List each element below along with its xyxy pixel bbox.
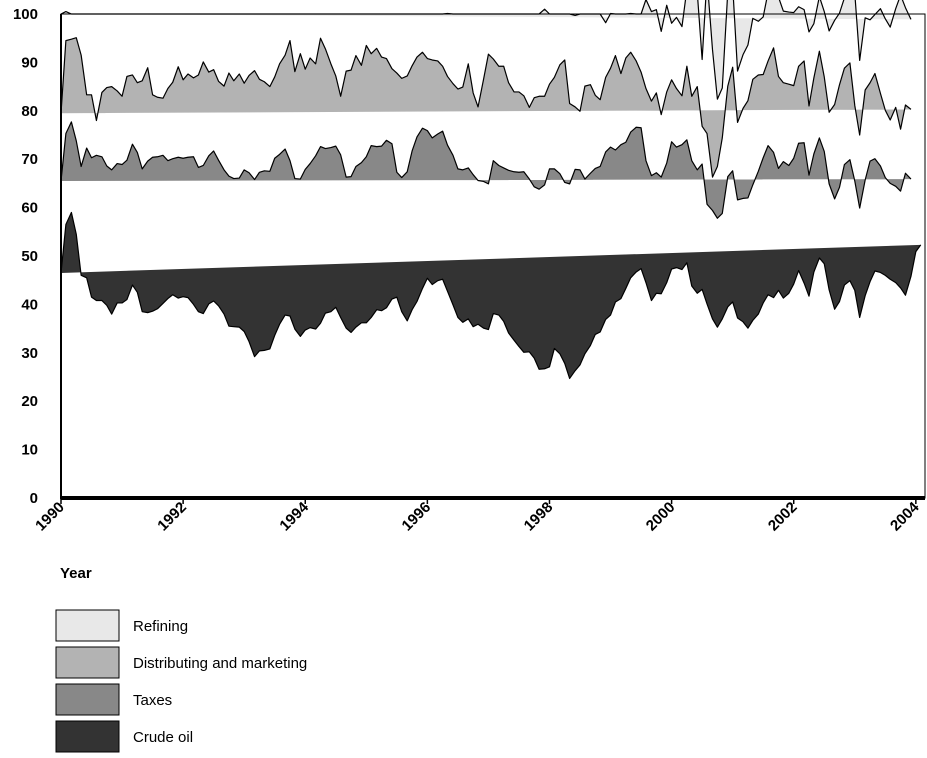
- x-tick-label: 1994: [276, 498, 312, 534]
- y-tick-label: 80: [21, 103, 38, 120]
- legend-swatch: [55, 720, 120, 753]
- x-axis-ticks: 1990 1992 1994 1996 1998 2000 2002 2004: [32, 498, 923, 534]
- y-tick-label: 90: [21, 54, 38, 71]
- area-distributing-and-marketing: [60, 37, 912, 178]
- y-tick-label: 70: [21, 151, 38, 168]
- legend-swatch: [55, 683, 120, 716]
- area-layers: [60, 0, 922, 380]
- plot-frame: [60, 13, 926, 500]
- x-tick-label: 2000: [643, 499, 679, 535]
- y-tick-label: 60: [21, 200, 38, 217]
- legend-label: Distributing and marketing: [133, 655, 307, 672]
- y-axis-ticks: 0 10 20 30 40 50 60 70 80 90 100: [13, 6, 38, 507]
- legend-swatch: [55, 609, 120, 642]
- y-tick-label: 20: [21, 393, 38, 410]
- x-tick-label: 1992: [154, 499, 190, 535]
- legend-label: Refining: [133, 618, 188, 635]
- y-tick-label: 100: [13, 6, 38, 23]
- y-tick-label: 50: [21, 248, 38, 265]
- x-tick-label: 2004: [887, 498, 923, 534]
- legend-label: Crude oil: [133, 729, 193, 746]
- legend: Refining Distributing and marketing Taxes C…: [55, 609, 307, 753]
- x-tick-label: 2002: [765, 499, 801, 535]
- x-tick-label: 1996: [399, 499, 435, 535]
- legend-label: Taxes: [133, 692, 172, 709]
- y-tick-label: 40: [21, 296, 38, 313]
- x-axis-title: Year: [60, 565, 92, 582]
- legend-swatch: [55, 646, 120, 679]
- y-tick-label: 0: [30, 490, 38, 507]
- area-taxes: [60, 121, 912, 219]
- x-tick-label: 1998: [521, 499, 557, 535]
- y-tick-label: 10: [21, 442, 38, 459]
- y-tick-label: 30: [21, 345, 38, 362]
- area-crude-oil: [60, 211, 922, 380]
